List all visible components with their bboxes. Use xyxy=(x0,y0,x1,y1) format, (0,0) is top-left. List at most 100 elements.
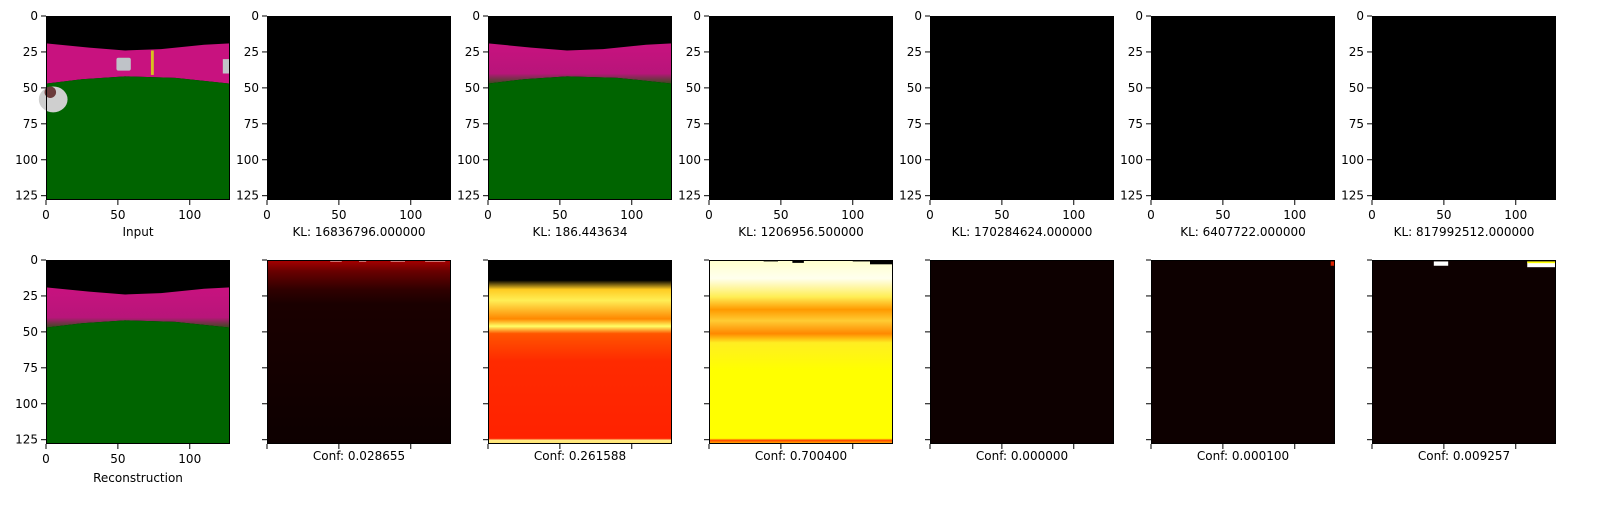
y-tick-label: 25 xyxy=(465,45,480,59)
y-tick-label: 75 xyxy=(1128,117,1143,131)
axes-frame xyxy=(930,16,1114,200)
panel-bottom-4: Conf: 0.700400 xyxy=(704,259,893,463)
y-tick-label: 125 xyxy=(1341,189,1364,203)
y-tick-label: 0 xyxy=(251,9,259,23)
black-image xyxy=(930,16,1114,200)
axes-frame xyxy=(930,260,1114,444)
axes-frame xyxy=(267,16,451,200)
axes-frame xyxy=(1372,16,1556,200)
y-tick-label: 0 xyxy=(30,9,38,23)
x-tick-label: 100 xyxy=(1062,208,1085,222)
saturated-pixels xyxy=(870,260,893,265)
masked-sky xyxy=(488,260,672,281)
y-tick-label: 0 xyxy=(1135,9,1143,23)
heatmap-image xyxy=(1372,260,1556,444)
x-tick-label: 100 xyxy=(1504,208,1527,222)
panel-bottom-6: Conf: 0.000100 xyxy=(1146,259,1335,463)
y-tick-label: 75 xyxy=(23,361,38,375)
y-tick-label: 25 xyxy=(1128,45,1143,59)
y-tick-label: 75 xyxy=(1349,117,1364,131)
panel-top-2: 0 50 100 0 25 50 75 100 125 KL: 16836796.000000 xyxy=(236,9,451,239)
y-tick-label: 125 xyxy=(236,189,259,203)
x-tick-label: 100 xyxy=(1283,208,1306,222)
y-tick-label: 0 xyxy=(472,9,480,23)
y-tick-label: 100 xyxy=(1120,153,1143,167)
y-tick-label: 0 xyxy=(914,9,922,23)
x-tick-label: 0 xyxy=(926,208,934,222)
x-tick-label: 50 xyxy=(552,208,567,222)
axes-frame xyxy=(46,16,230,200)
panel-bottom-5: Conf: 0.000000 xyxy=(925,259,1114,463)
x-tick-label: 100 xyxy=(841,208,864,222)
y-tick-label: 100 xyxy=(899,153,922,167)
panel-bottom-7: Conf: 0.009257 xyxy=(1367,259,1556,463)
heatmap-image xyxy=(930,260,1114,444)
axes-frame xyxy=(488,260,672,444)
y-tick-label: 100 xyxy=(457,153,480,167)
x-tick-label: 50 xyxy=(110,452,125,466)
panel-bottom-2: Conf: 0.028655 xyxy=(262,259,451,463)
x-tick-label: 50 xyxy=(110,208,125,222)
axes-frame xyxy=(1151,16,1335,200)
side-object xyxy=(222,59,230,74)
panel-top-1: 0 50 100 0 25 50 75 100 125 Input xyxy=(15,9,230,239)
panel-caption: Input xyxy=(122,225,153,239)
y-tick-label: 50 xyxy=(1349,81,1364,95)
foreground-object-detail xyxy=(44,86,57,98)
saturated-pixels xyxy=(1527,261,1556,268)
y-tick-label: 75 xyxy=(244,117,259,131)
panel-caption: KL: 1206956.500000 xyxy=(738,225,863,239)
axes-frame xyxy=(488,16,672,200)
y-tick-label: 75 xyxy=(907,117,922,131)
panel-caption: KL: 186.443634 xyxy=(533,225,628,239)
ground-region xyxy=(46,76,230,200)
x-tick-label: 50 xyxy=(994,208,1009,222)
saturated-pixels xyxy=(1527,261,1556,264)
panel-caption: Conf: 0.261588 xyxy=(534,449,626,463)
axes-frame xyxy=(1372,260,1556,444)
x-tick-label: 50 xyxy=(1436,208,1451,222)
panel-top-4: 0 50 100 0 25 50 75 100 125 KL: 1206956.500000 xyxy=(678,9,893,239)
y-tick-label: 125 xyxy=(678,189,701,203)
saturated-pixels xyxy=(1330,261,1335,266)
x-tick-label: 0 xyxy=(484,208,492,222)
axes-frame xyxy=(1151,260,1335,444)
y-tick-label: 125 xyxy=(457,189,480,203)
saturated-pixels xyxy=(792,260,804,263)
x-tick-label: 0 xyxy=(1368,208,1376,222)
panel-caption: Conf: 0.009257 xyxy=(1418,449,1510,463)
y-tick-label: 25 xyxy=(244,45,259,59)
y-tick-label: 100 xyxy=(236,153,259,167)
y-tick-label: 50 xyxy=(1128,81,1143,95)
x-tick-label: 100 xyxy=(178,208,201,222)
y-tick-label: 25 xyxy=(23,289,38,303)
panel-layer: 0 50 100 0 25 50 75 100 125 Input 0 50 100 0 25 50 75 100… xyxy=(15,9,1556,485)
pole-object xyxy=(150,50,154,75)
y-tick-label: 100 xyxy=(15,153,38,167)
heatmap-image xyxy=(267,260,451,444)
y-tick-label: 75 xyxy=(465,117,480,131)
y-tick-label: 100 xyxy=(1341,153,1364,167)
wall-region xyxy=(46,287,230,328)
black-image xyxy=(1151,16,1335,200)
panel-caption: Conf: 0.028655 xyxy=(313,449,405,463)
car-object xyxy=(116,57,131,71)
y-tick-label: 50 xyxy=(686,81,701,95)
ground-region xyxy=(488,76,672,200)
heatmap-image xyxy=(488,260,672,444)
y-tick-label: 50 xyxy=(907,81,922,95)
panel-top-5: 0 50 100 0 25 50 75 100 125 KL: 170284624.000000 xyxy=(899,9,1114,239)
y-tick-label: 0 xyxy=(1356,9,1364,23)
panel-caption: KL: 817992512.000000 xyxy=(1394,225,1535,239)
wall-region xyxy=(488,43,672,84)
y-tick-label: 75 xyxy=(686,117,701,131)
heatmap-image xyxy=(709,260,893,444)
x-tick-label: 50 xyxy=(773,208,788,222)
x-tick-label: 100 xyxy=(178,452,201,466)
y-tick-label: 100 xyxy=(678,153,701,167)
x-tick-label: 100 xyxy=(399,208,422,222)
black-image xyxy=(267,16,451,200)
y-tick-label: 50 xyxy=(465,81,480,95)
y-tick-label: 100 xyxy=(15,397,38,411)
